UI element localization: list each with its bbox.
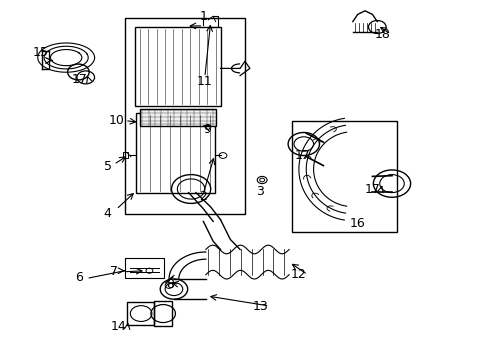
Text: 1: 1 — [199, 10, 207, 23]
Text: 18: 18 — [374, 28, 390, 41]
Text: 16: 16 — [350, 217, 366, 230]
Bar — [123, 152, 128, 158]
Bar — [154, 301, 171, 326]
Text: 3: 3 — [256, 185, 264, 198]
Text: 13: 13 — [253, 300, 269, 312]
Text: 9: 9 — [203, 123, 211, 136]
Text: 17: 17 — [295, 149, 311, 162]
Bar — [136, 113, 215, 193]
Text: 2: 2 — [199, 190, 207, 203]
Text: 10: 10 — [108, 114, 124, 127]
Bar — [125, 258, 164, 278]
Bar — [140, 109, 216, 126]
Text: 8: 8 — [167, 278, 174, 291]
Bar — [127, 302, 154, 325]
Bar — [125, 18, 245, 214]
Bar — [292, 121, 397, 232]
Text: 7: 7 — [110, 265, 118, 278]
Text: 6: 6 — [75, 271, 83, 284]
Text: 5: 5 — [104, 160, 112, 173]
Text: 11: 11 — [197, 75, 213, 87]
Text: 4: 4 — [104, 207, 112, 220]
Bar — [135, 27, 220, 106]
Text: 17: 17 — [72, 73, 88, 86]
Text: 14: 14 — [111, 320, 126, 333]
Text: 12: 12 — [291, 268, 307, 281]
Text: 15: 15 — [32, 46, 48, 59]
Text: 17: 17 — [365, 183, 380, 195]
